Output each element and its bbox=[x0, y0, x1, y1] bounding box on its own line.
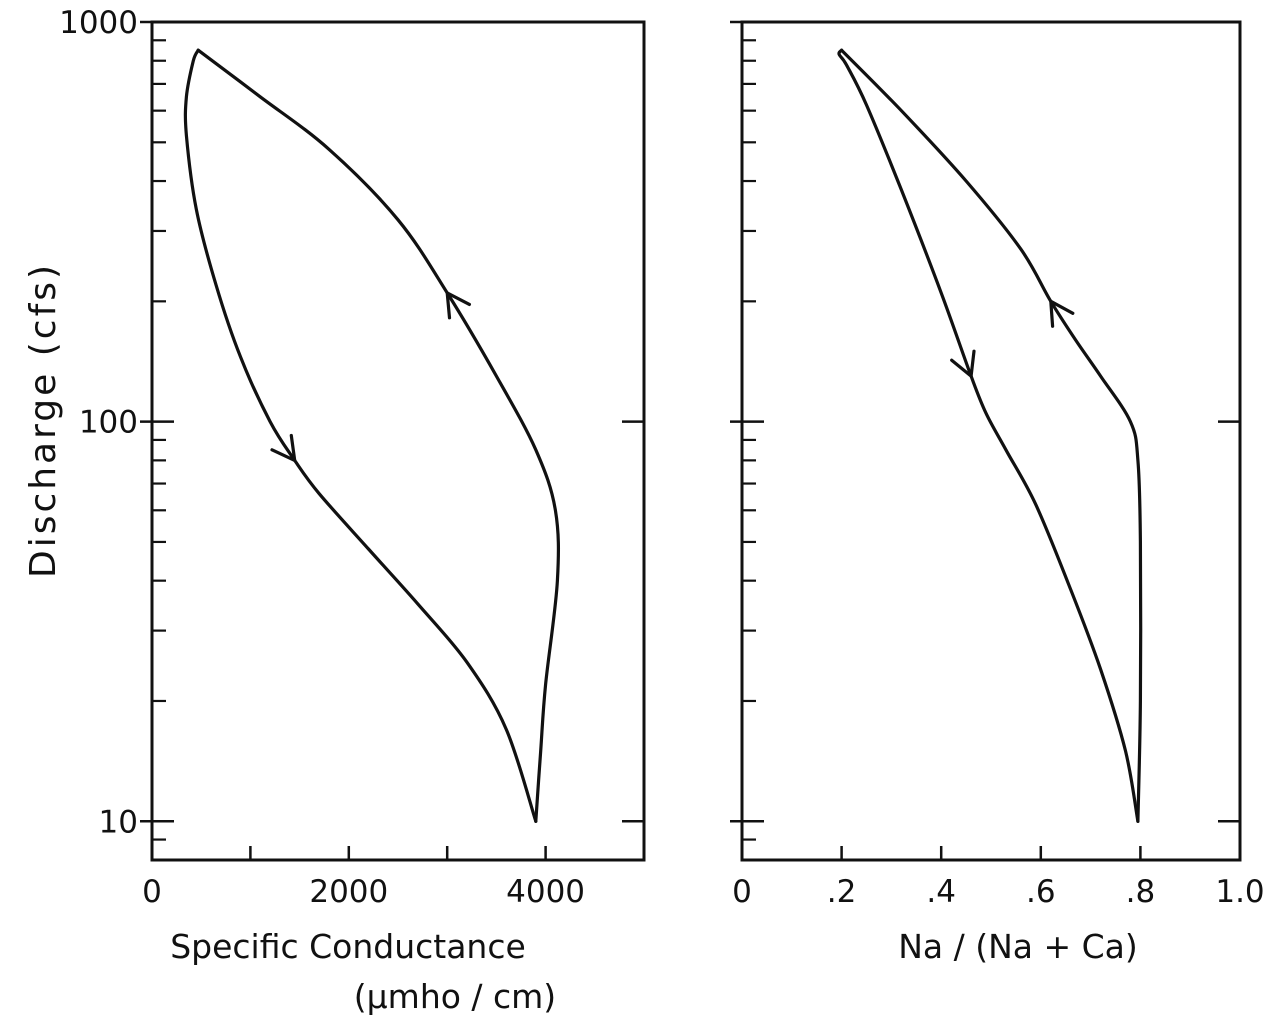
arrow-group bbox=[950, 299, 1075, 378]
tick-group: 0 2000 4000 10 100 1000 bbox=[59, 5, 646, 910]
x-tick-label: .4 bbox=[926, 874, 956, 910]
x-tick-label: 0 bbox=[142, 874, 162, 910]
y-axis-label: Discharge (cfs) bbox=[23, 262, 64, 578]
x-tick-label: 1.0 bbox=[1215, 874, 1264, 910]
direction-arrow bbox=[445, 291, 471, 320]
direction-arrow bbox=[950, 349, 976, 378]
x-tick-label: .2 bbox=[827, 874, 857, 910]
plot-frame bbox=[150, 20, 646, 862]
arrow-group bbox=[270, 291, 471, 462]
y-tick-label: 1000 bbox=[59, 5, 138, 41]
tick-group: 0 .2 .4 .6 .8 1.0 bbox=[730, 20, 1265, 910]
y-tick-label: 10 bbox=[99, 804, 138, 840]
x-axis-label: Na / (Na + Ca) bbox=[898, 927, 1138, 966]
series-line-0 bbox=[183, 48, 538, 823]
plot-frame bbox=[740, 20, 1242, 862]
direction-arrow bbox=[1049, 299, 1075, 328]
x-tick-label: .8 bbox=[1126, 874, 1156, 910]
series-line-1 bbox=[196, 48, 561, 823]
x-axis-unit: (μmho / cm) bbox=[354, 977, 556, 1016]
ratio-panel: 0 .2 .4 .6 .8 1.0 Na / (Na + Ca) bbox=[730, 20, 1265, 966]
x-tick-label: 2000 bbox=[309, 874, 388, 910]
series-group bbox=[183, 48, 561, 823]
series-line-0 bbox=[837, 48, 1140, 823]
x-axis-label: Specific Conductance bbox=[170, 927, 526, 966]
series-line-1 bbox=[840, 48, 1143, 823]
series-group bbox=[837, 48, 1143, 823]
x-tick-label: 0 bbox=[732, 874, 752, 910]
direction-arrow bbox=[270, 433, 297, 462]
x-tick-label: 4000 bbox=[506, 874, 585, 910]
y-tick-label: 100 bbox=[79, 405, 138, 441]
x-tick-label: .6 bbox=[1026, 874, 1056, 910]
